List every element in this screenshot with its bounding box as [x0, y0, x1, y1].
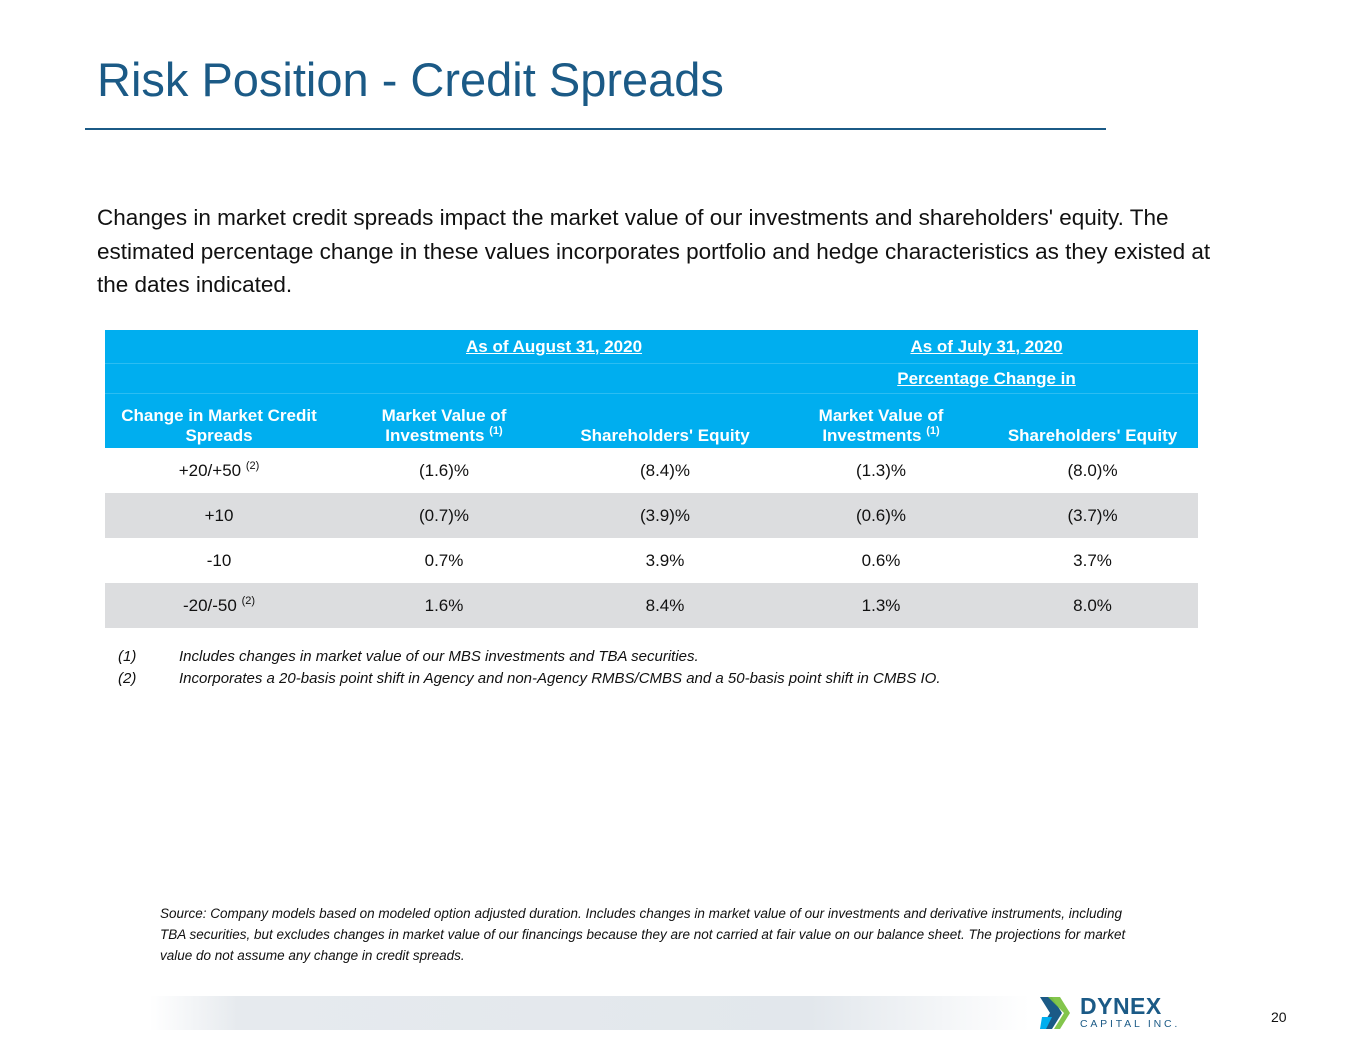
footnote-2: (2) Incorporates a 20-basis point shift … — [118, 669, 941, 687]
credit-spread-table: As of August 31, 2020 As of July 31, 202… — [105, 330, 1199, 628]
logo-subtext: CAPITAL INC. — [1080, 1018, 1181, 1030]
table-header-subtitle: Percentage Change in — [105, 363, 1199, 394]
col-header-mv-investments-jul: Market Value of Investments (1) — [818, 406, 944, 445]
percentage-change-label: Percentage Change in — [897, 368, 1076, 388]
table-row: -10 0.7% 3.9% 0.6% 3.7% — [206, 550, 1112, 570]
dynex-logo-icon — [1040, 997, 1070, 1029]
slide-title: Risk Position - Credit Spreads — [97, 53, 724, 106]
period-august: As of August 31, 2020 — [465, 336, 643, 356]
table-row: -20/-50 (2) 1.6% 8.4% 1.3% 8.0% — [105, 583, 1199, 628]
logo-wordmark: DYNEX — [1080, 993, 1162, 1019]
footnote-1: (1) Includes changes in market value of … — [118, 647, 699, 665]
col-header-mv-investments-aug: Market Value of Investments (1) — [381, 406, 507, 445]
page-number: 20 — [1271, 1009, 1287, 1025]
intro-paragraph: Changes in market credit spreads impact … — [97, 205, 1211, 297]
title-divider — [85, 128, 1106, 130]
footer-band — [150, 996, 1030, 1030]
table-row: +20/+50 (2) (1.6)% (8.4)% (1.3)% (8.0)% — [178, 459, 1118, 480]
table-header-periods: As of August 31, 2020 As of July 31, 202… — [105, 330, 1199, 364]
table-header-columns: Change in Market Credit Spreads Market V… — [105, 393, 1199, 448]
source-note: Source: Company models based on modeled … — [160, 906, 1126, 963]
footnotes: (1) Includes changes in market value of … — [118, 645, 941, 689]
col-header-equity-jul: Shareholders' Equity — [1007, 426, 1178, 445]
table-row: +10 (0.7)% (3.9)% (0.6)% (3.7)% — [105, 493, 1199, 538]
col-header-spread-change: Change in Market Credit Spreads — [121, 406, 317, 445]
period-july: As of July 31, 2020 — [910, 336, 1063, 356]
col-header-equity-aug: Shareholders' Equity — [580, 426, 750, 445]
